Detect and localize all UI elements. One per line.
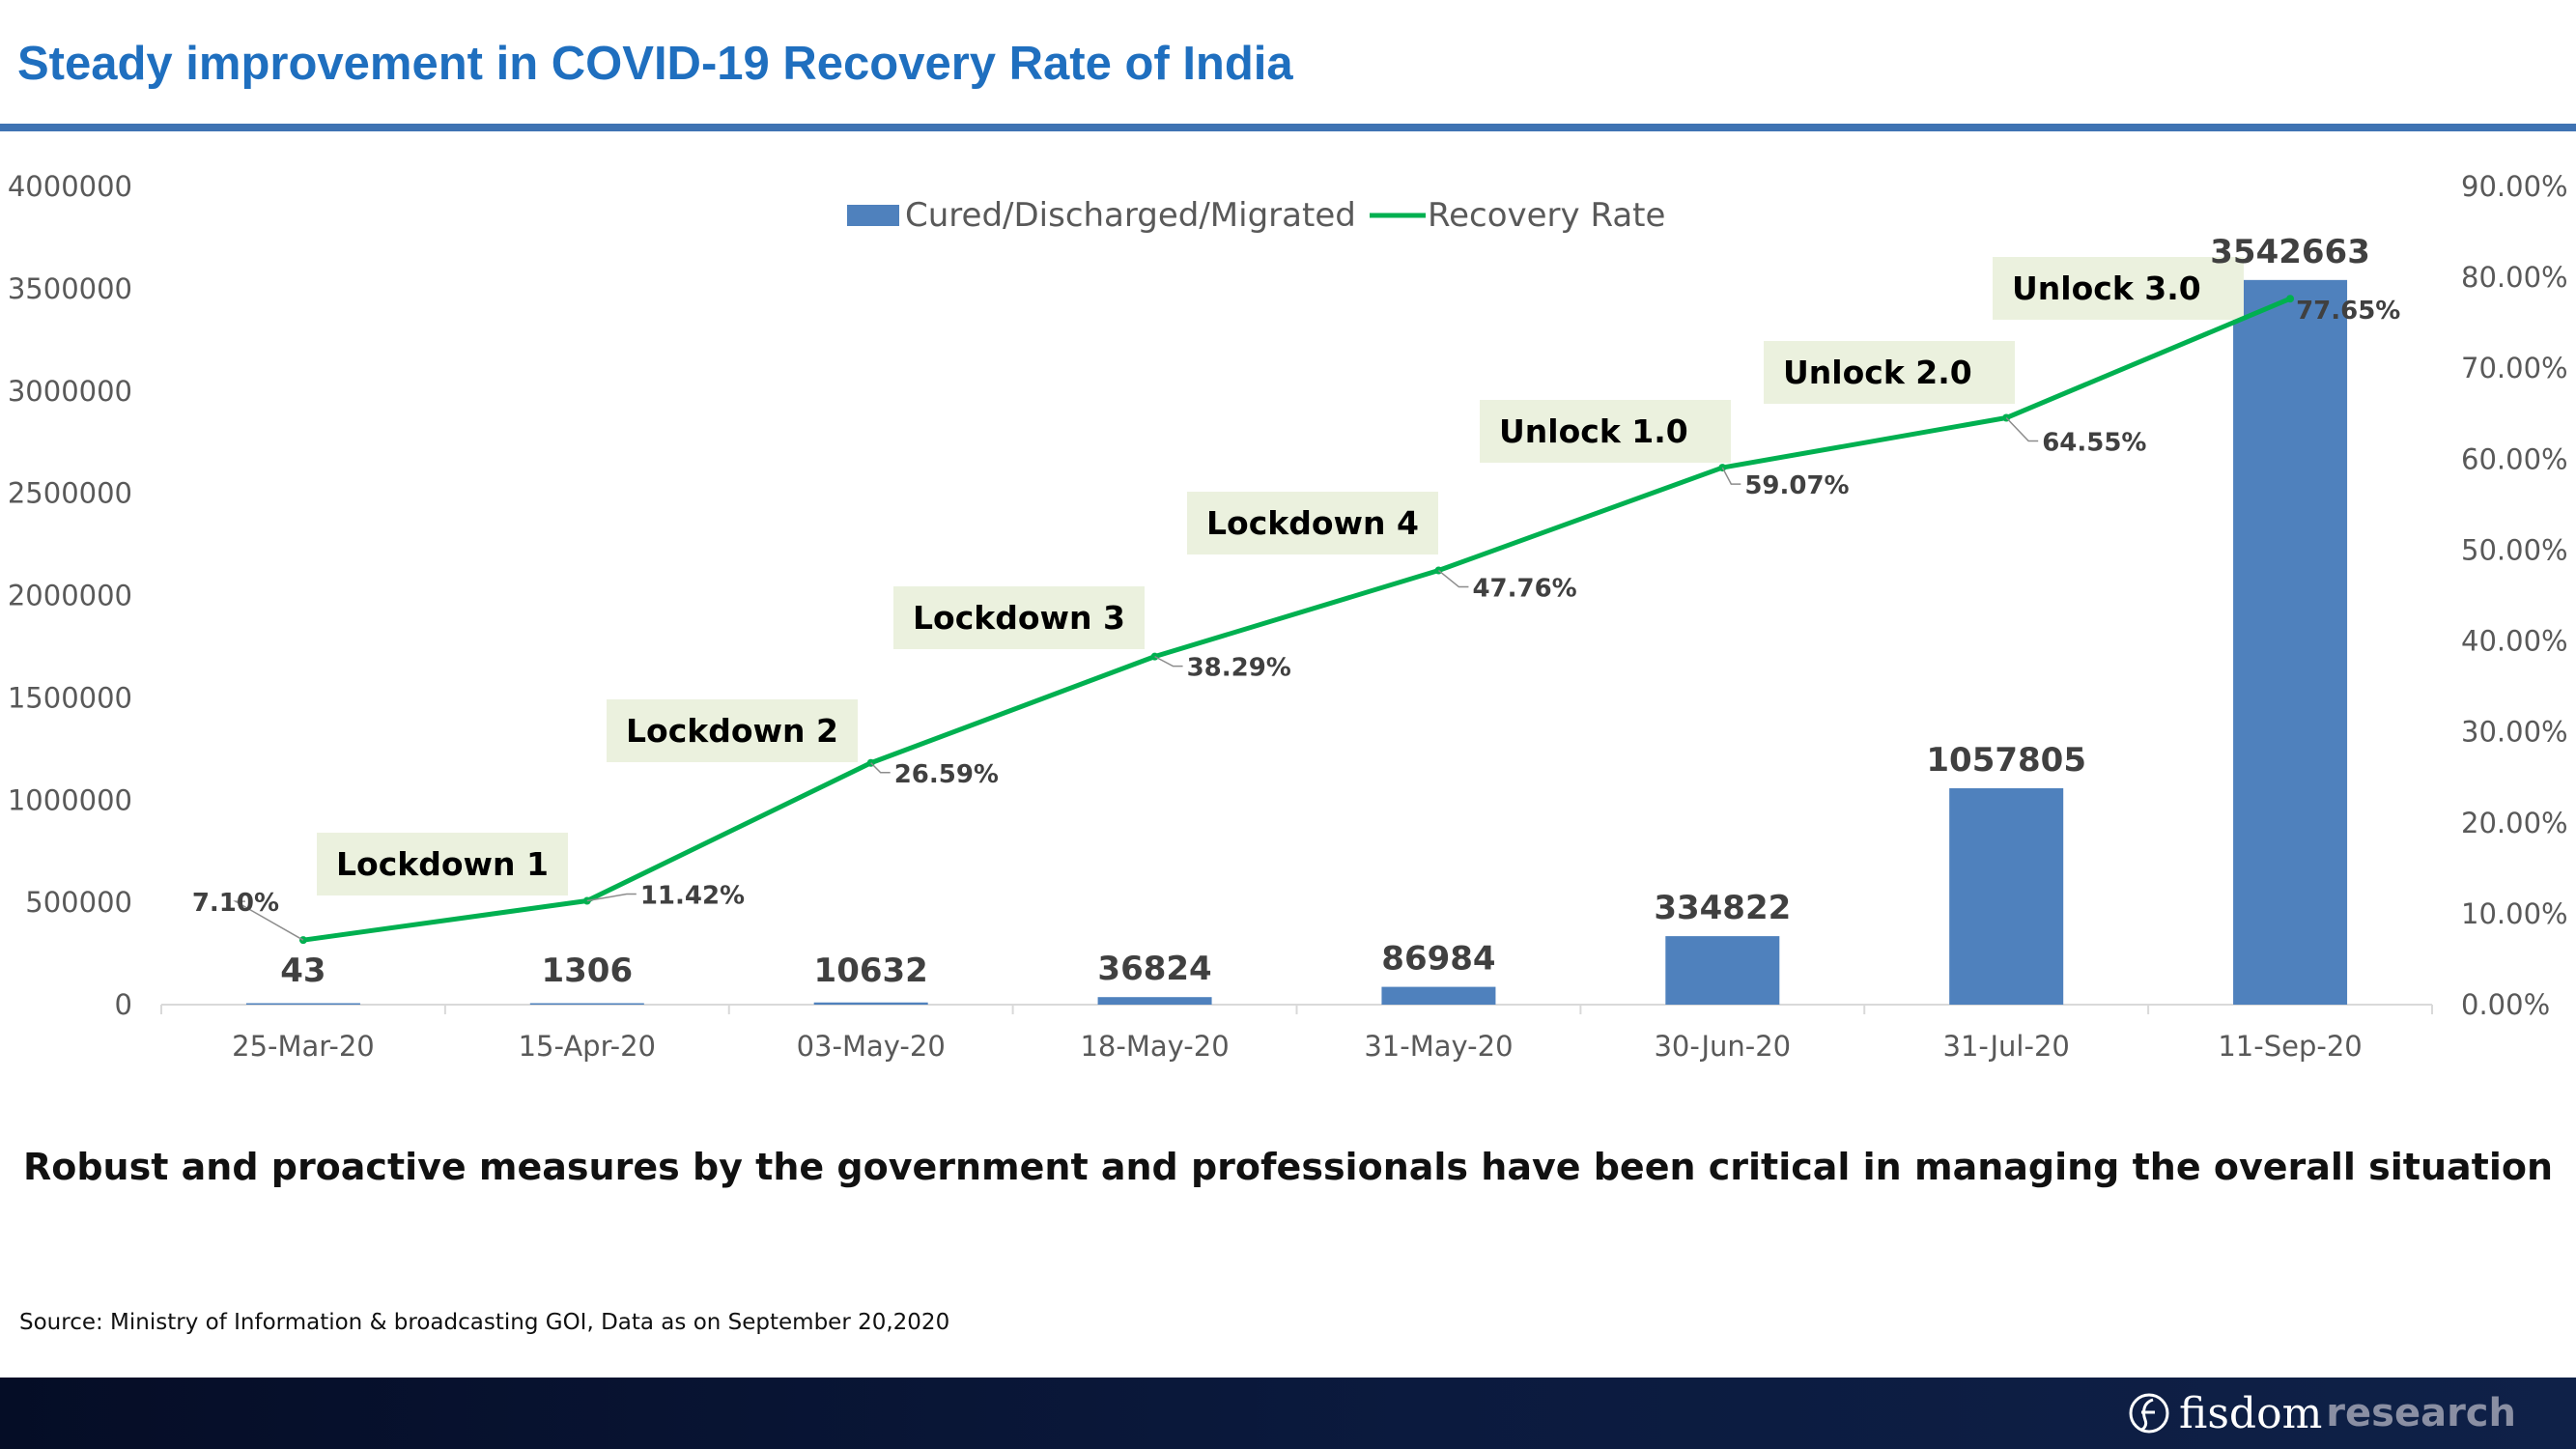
label-leader-line	[1721, 467, 1741, 485]
label-leader-line	[233, 900, 304, 941]
line-data-label: 64.55%	[2042, 429, 2146, 458]
y-left-tick-label: 3000000	[8, 375, 132, 408]
label-leader-line	[870, 762, 891, 774]
y-left-tick-label: 4000000	[8, 170, 132, 203]
brand-logo: fisdom research	[2127, 1387, 2516, 1439]
line-data-label: 26.59%	[894, 760, 999, 789]
bar-data-label: 10632	[814, 952, 928, 990]
legend-swatch-bar	[847, 205, 899, 226]
line-data-label: 47.76%	[1472, 575, 1576, 604]
y-left-tick-label: 2000000	[8, 580, 132, 612]
bar-data-label: 36824	[1097, 950, 1211, 988]
x-tick-label: 31-Jul-20	[1943, 1030, 2070, 1063]
y-right-tick-label: 0.00%	[2461, 988, 2550, 1021]
footer-bar: fisdom research	[0, 1378, 2576, 1449]
y-left-tick-label: 0	[115, 988, 132, 1021]
phase-box	[317, 833, 568, 895]
bar-cured	[1949, 788, 2064, 1005]
bar-cured	[1665, 936, 1780, 1005]
line-data-label: 38.29%	[1187, 654, 1291, 683]
y-left-tick-label: 3500000	[8, 272, 132, 305]
fisdom-logo-icon	[2129, 1393, 2169, 1434]
bar-data-label: 1057805	[1926, 741, 2086, 780]
y-left-tick-label: 1500000	[8, 681, 132, 714]
bar-data-label: 1306	[541, 952, 633, 990]
bar-data-label: 86984	[1381, 940, 1495, 979]
x-tick-label: 30-Jun-20	[1654, 1030, 1791, 1063]
phase-box	[1993, 257, 2244, 320]
brand-name: fisdom	[2178, 1388, 2323, 1438]
bar-cured	[813, 1002, 928, 1005]
x-tick-label: 18-May-20	[1080, 1030, 1229, 1063]
legend-label-bar: Cured/Discharged/Migrated	[905, 196, 1356, 235]
x-tick-label: 31-May-20	[1364, 1030, 1513, 1063]
phase-label: Unlock 1.0	[1499, 412, 1688, 450]
y-right-tick-label: 60.00%	[2461, 442, 2568, 475]
recovery-combo-chart: 25-Mar-20 15-Apr-20 03-May-20 18-May-20 31-M…	[8, 170, 2568, 1063]
conclusion-text: Robust and proactive measures by the gov…	[22, 1146, 2553, 1188]
phase-label: Unlock 2.0	[1783, 354, 1972, 391]
y-right-tick-label: 30.00%	[2461, 716, 2568, 749]
phase-label: Lockdown 3	[913, 599, 1125, 637]
label-leader-line	[2005, 416, 2039, 442]
line-data-label: 77.65%	[2296, 297, 2400, 326]
phase-label: Lockdown 1	[336, 845, 549, 883]
x-tick-label: 25-Mar-20	[232, 1030, 375, 1063]
bar-cured	[1381, 986, 1496, 1005]
legend-label-line: Recovery Rate	[1428, 196, 1665, 235]
phase-label: Lockdown 4	[1206, 504, 1419, 542]
phase-box	[1480, 400, 1731, 463]
y-right-tick-label: 90.00%	[2461, 170, 2568, 203]
y-right-tick-label: 50.00%	[2461, 533, 2568, 566]
phase-box	[607, 699, 858, 762]
y-right-tick-label: 80.00%	[2461, 261, 2568, 294]
line-point	[2286, 295, 2295, 303]
page-title: Steady improvement in COVID-19 Recovery …	[17, 38, 1293, 90]
x-tick-label: 03-May-20	[797, 1030, 946, 1063]
phase-box	[1187, 492, 1438, 554]
line-data-label: 11.42%	[640, 882, 745, 911]
y-right-tick-label: 70.00%	[2461, 352, 2568, 384]
line-data-label: 59.07%	[1744, 471, 1849, 500]
line-data-label: 7.10%	[192, 889, 279, 918]
label-leader-line	[1154, 655, 1183, 668]
y-left-tick-label: 500000	[25, 886, 132, 919]
bar-cured	[529, 1003, 644, 1005]
y-right-tick-label: 20.00%	[2461, 807, 2568, 839]
bar-data-label: 334822	[1654, 889, 1791, 927]
label-leader-line	[586, 893, 637, 902]
phase-box	[893, 586, 1145, 649]
label-leader-line	[1437, 569, 1469, 588]
phase-label: Unlock 3.0	[2012, 270, 2201, 307]
x-tick-label: 11-Sep-20	[2218, 1030, 2362, 1063]
line-recovery-rate	[302, 296, 2292, 943]
phase-label: Lockdown 2	[626, 712, 838, 750]
brand-suffix: research	[2326, 1391, 2516, 1435]
bar-data-label: 3542663	[2210, 233, 2370, 271]
y-right-tick-label: 10.00%	[2461, 897, 2568, 930]
y-left-tick-label: 1000000	[8, 783, 132, 816]
bar-cured	[1097, 997, 1212, 1005]
phase-box	[1764, 341, 2015, 404]
source-note: Source: Ministry of Information & broadc…	[19, 1310, 950, 1335]
y-right-tick-label: 40.00%	[2461, 625, 2568, 658]
bar-data-label: 43	[280, 952, 326, 990]
title-divider	[0, 124, 2576, 131]
y-left-tick-label: 2500000	[8, 477, 132, 510]
x-tick-label: 15-Apr-20	[519, 1030, 656, 1063]
bar-cured	[2233, 279, 2348, 1006]
bar-cured	[245, 1003, 360, 1005]
